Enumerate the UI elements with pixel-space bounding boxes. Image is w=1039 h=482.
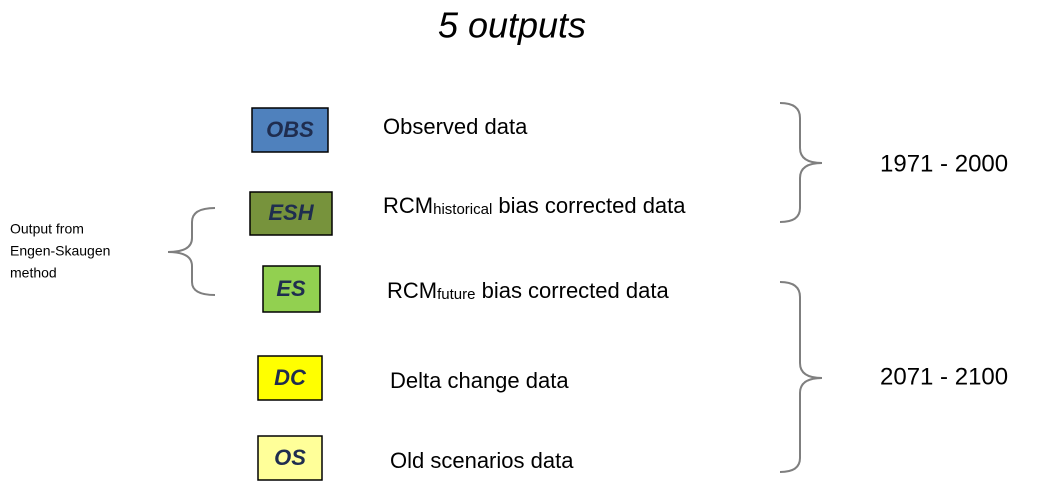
- box-dc: [257, 355, 323, 401]
- box-os: [257, 435, 323, 481]
- box-label: ES: [276, 276, 306, 301]
- description: Delta change data: [390, 368, 569, 393]
- description-text: RCM: [383, 193, 433, 218]
- box-es: [262, 265, 321, 313]
- description-text: Delta change data: [390, 368, 569, 393]
- description: Observed data: [383, 114, 528, 139]
- brace: [779, 102, 823, 223]
- side-note: Output from: [10, 221, 84, 237]
- side-note: method: [10, 265, 57, 281]
- description: Old scenarios data: [390, 448, 574, 473]
- box-label: ESH: [268, 200, 314, 225]
- period: 1971 - 2000: [880, 150, 1008, 177]
- brace: [167, 207, 216, 296]
- side-note: Engen-Skaugen: [10, 243, 110, 259]
- description-text: bias corrected data: [492, 193, 686, 218]
- description: RCMfuture bias corrected data: [387, 278, 669, 303]
- box-label: OS: [274, 445, 306, 470]
- box-esh: [249, 191, 333, 236]
- box-label: DC: [274, 365, 307, 390]
- description-text: Observed data: [383, 114, 528, 139]
- description-sub: historical: [433, 201, 492, 218]
- description-text: Old scenarios data: [390, 448, 574, 473]
- description: RCMhistorical bias corrected data: [383, 193, 686, 218]
- description-sub: future: [437, 286, 475, 303]
- brace: [779, 281, 823, 473]
- period: 2071 - 2100: [880, 363, 1008, 390]
- box-label: OBS: [266, 117, 314, 142]
- description-text: RCM: [387, 278, 437, 303]
- title: 5 outputs: [438, 5, 586, 46]
- box-obs: [251, 107, 329, 153]
- description-text: bias corrected data: [475, 278, 669, 303]
